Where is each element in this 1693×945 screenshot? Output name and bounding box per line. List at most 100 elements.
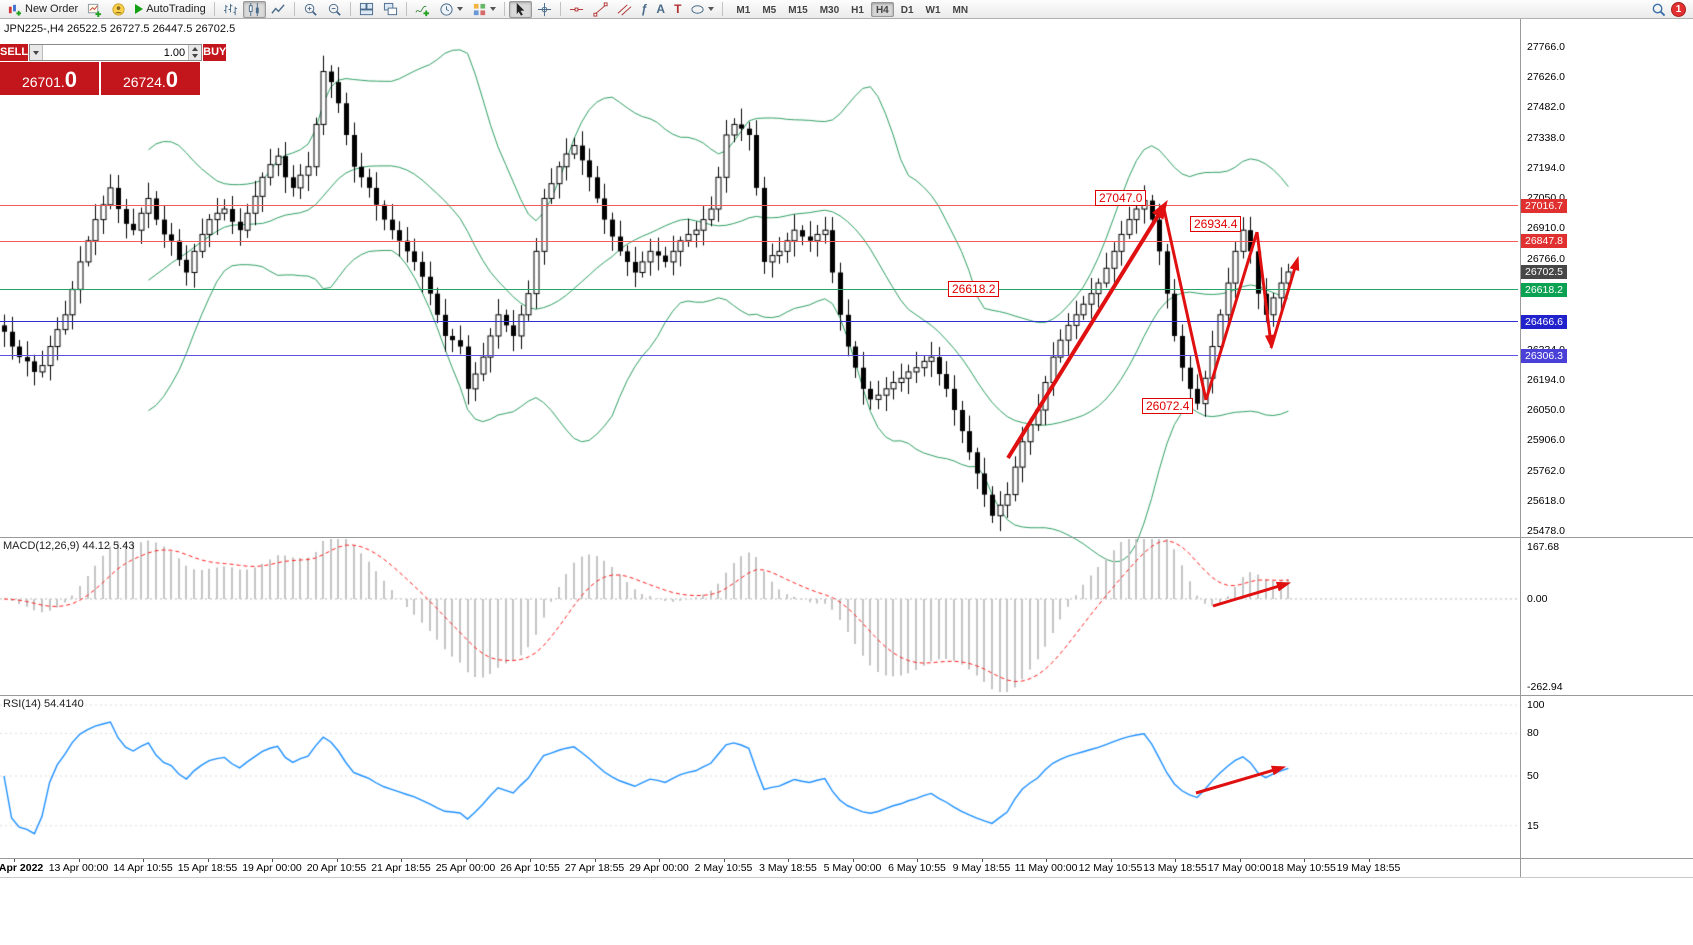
horizontal-line[interactable] — [0, 289, 1518, 291]
templates-button[interactable] — [468, 1, 500, 18]
buy-price-big-digit: 0 — [165, 67, 179, 92]
horizontal-line[interactable] — [0, 321, 1518, 323]
toolbar-divider — [503, 2, 505, 16]
chevron-down-icon — [456, 7, 463, 11]
line-chart-icon — [271, 3, 285, 14]
buy-button[interactable]: BUY — [203, 44, 227, 61]
autotrading-label: AutoTrading — [146, 3, 206, 15]
toolbar-divider — [293, 2, 295, 16]
volume-box — [29, 44, 203, 61]
trendline-icon — [593, 1, 608, 17]
rsi-indicator-label: RSI(14) 54.4140 — [3, 698, 84, 710]
account-button[interactable] — [107, 1, 130, 18]
timeframe-button-m30[interactable]: M30 — [819, 4, 840, 16]
price-annotation-26934[interactable]: 26934.4 — [1190, 216, 1242, 232]
buy-price-main: 26724. — [122, 74, 166, 90]
tile-windows-icon — [359, 2, 373, 15]
chevron-down-icon — [33, 50, 40, 55]
timeframe-button-d1[interactable]: D1 — [900, 4, 914, 16]
chevron-down-icon — [489, 7, 496, 11]
new-chart-icon — [88, 3, 102, 17]
toolbar-divider — [349, 2, 351, 16]
timeframe-button-m5[interactable]: M5 — [762, 4, 777, 16]
price-annotation-26618[interactable]: 26618.2 — [948, 281, 1000, 297]
zoom-out-icon — [328, 3, 341, 16]
time-axis-line — [0, 858, 1693, 859]
trendline-button[interactable] — [589, 1, 612, 18]
fibonacci-icon: ƒ — [640, 2, 648, 16]
indicators-icon — [415, 5, 429, 16]
text-icon: A — [656, 2, 666, 16]
crosshair-button[interactable] — [533, 1, 556, 18]
search-icon — [1652, 3, 1666, 16]
horizontal-line[interactable] — [0, 355, 1518, 357]
price-axis-line[interactable] — [1520, 19, 1521, 877]
line-chart-button[interactable] — [267, 1, 290, 18]
zoom-out-button[interactable] — [323, 1, 346, 18]
timeframe-button-m1[interactable]: M1 — [736, 4, 751, 16]
new-order-icon — [8, 4, 22, 16]
candlestick-chart-button[interactable] — [242, 0, 266, 18]
candlestick-chart-icon — [248, 2, 259, 16]
price-annotation-26072[interactable]: 26072.4 — [1142, 398, 1194, 414]
horizontal-line[interactable] — [0, 240, 1518, 242]
autotrading-button[interactable]: AutoTrading — [131, 1, 210, 18]
window-bottom-line — [0, 877, 1693, 878]
buy-price[interactable]: 26724. 0 — [101, 62, 200, 95]
sell-price[interactable]: 26701. 0 — [0, 62, 99, 95]
timeframe-button-m15[interactable]: M15 — [788, 4, 808, 16]
shapes-icon — [691, 4, 705, 14]
macd-indicator-label: MACD(12,26,9) 44.12 5.43 — [3, 540, 135, 552]
channel-icon — [617, 3, 632, 15]
equidistant-channel-button[interactable] — [613, 1, 636, 18]
search-button[interactable] — [1647, 1, 1670, 18]
periods-button[interactable] — [435, 1, 467, 18]
indicators-button[interactable] — [411, 1, 434, 18]
rsi-panel-separator[interactable] — [0, 695, 1693, 696]
timeframe-button-h1[interactable]: H1 — [851, 4, 864, 16]
text-button[interactable]: A — [652, 1, 669, 18]
sell-button[interactable]: SELL — [0, 44, 29, 61]
fibonacci-button[interactable]: ƒ — [637, 1, 652, 18]
timeframe-button-w1[interactable]: W1 — [925, 4, 941, 16]
templates-icon — [473, 3, 485, 15]
new-order-button[interactable]: New Order — [3, 1, 82, 18]
timeframe-button-mn[interactable]: MN — [952, 4, 969, 16]
price-annotation-27047[interactable]: 27047.0 — [1095, 190, 1147, 206]
autotrading-play-icon — [135, 4, 144, 14]
volume-stepper — [188, 45, 202, 60]
text-label-button[interactable]: T — [670, 1, 685, 18]
volume-dropdown-button[interactable] — [30, 45, 44, 60]
horizontal-line-icon — [569, 7, 583, 11]
zoom-in-icon — [304, 3, 317, 16]
volume-input[interactable] — [43, 45, 189, 60]
cursor-icon — [516, 2, 524, 16]
macd-panel-separator[interactable] — [0, 537, 1693, 538]
chevron-down-icon — [708, 7, 715, 11]
toolbar-divider — [213, 2, 215, 16]
chevron-up-icon — [192, 46, 199, 51]
new-order-label: New Order — [25, 3, 79, 15]
volume-decrease-button[interactable] — [189, 52, 202, 60]
clock-icon — [440, 2, 453, 16]
crosshair-icon — [537, 2, 551, 16]
cursor-button[interactable] — [508, 0, 532, 18]
timeframe-button-h4[interactable]: H4 — [870, 1, 894, 17]
horizontal-line[interactable] — [0, 205, 1518, 206]
volume-increase-button[interactable] — [189, 45, 202, 53]
cascade-windows-icon — [383, 2, 397, 15]
cascade-windows-button[interactable] — [379, 1, 402, 18]
timeframe-toolbar: M1 M5 M15 M30 H1 H4 D1 W1 MN — [731, 1, 973, 17]
toolbar: New Order AutoTrading ƒ A T M1 M — [0, 0, 1693, 19]
chart-ohlc-info: JPN225-,H4 26522.5 26727.5 26447.5 26702… — [4, 23, 236, 35]
tile-windows-button[interactable] — [355, 1, 378, 18]
open-chart-button[interactable] — [83, 1, 106, 18]
toolbar-divider — [405, 2, 407, 16]
horizontal-line-button[interactable] — [565, 1, 588, 18]
bar-chart-button[interactable] — [219, 1, 242, 18]
notifications-badge[interactable]: 1 — [1671, 1, 1686, 17]
shapes-button[interactable] — [686, 1, 718, 18]
zoom-in-button[interactable] — [299, 1, 322, 18]
